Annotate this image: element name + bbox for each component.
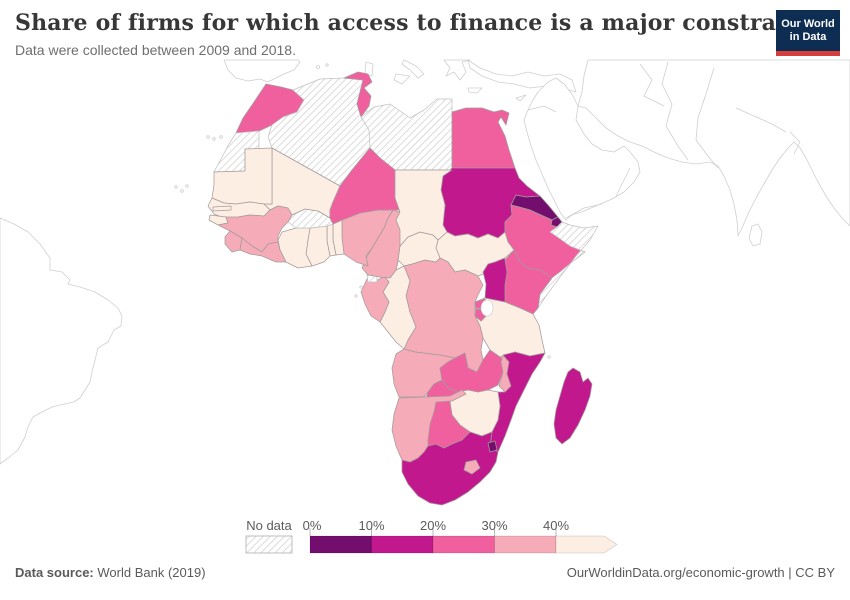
sardinia-outline (364, 61, 374, 77)
cyprus-outline (515, 94, 527, 102)
country-chad[interactable] (394, 169, 453, 247)
legend-bin-20-30[interactable] (432, 535, 495, 554)
afghanistan-border (639, 63, 665, 107)
legend-bin-0-10[interactable] (309, 535, 372, 554)
cape-verde-island-3 (185, 184, 189, 188)
canary-island-1 (206, 135, 210, 139)
comoros-island (547, 355, 551, 359)
logo-line2: in Data (789, 30, 827, 43)
arabia-outline (523, 77, 641, 221)
chart-footer: Data source: World Bank (2019) OurWorldi… (15, 565, 835, 580)
africa-countries (207, 71, 599, 506)
data-source-value: World Bank (2019) (97, 565, 206, 580)
principe-island (359, 285, 363, 289)
iran-pakistan-border (661, 61, 689, 161)
legend-bin-10-20[interactable] (371, 535, 434, 554)
balearic-island (316, 65, 320, 69)
map-legend: No data 0% 10% 20% 30% 40% (245, 518, 618, 554)
legend-no-data-swatch[interactable] (245, 535, 293, 554)
iberia-outline (223, 59, 301, 83)
logo-line1: Our World (781, 17, 835, 30)
background-landmasses (0, 59, 850, 465)
cape-verde-island-1 (174, 185, 178, 189)
pakistan-india-border (695, 67, 719, 169)
country-liberia[interactable] (239, 237, 287, 263)
legend-label-40: 40% (543, 518, 569, 533)
greece-outline (443, 59, 471, 81)
country-eswatini[interactable] (487, 440, 498, 453)
legend-bin-30-40[interactable] (494, 535, 557, 554)
credit-link[interactable]: OurWorldinData.org/economic-growth | CC … (566, 565, 835, 580)
canary-island-3 (219, 135, 223, 139)
crete-outline (467, 87, 483, 94)
sao-tome-island (354, 294, 358, 298)
sri-lanka-outline (748, 223, 763, 247)
balearic-island-2 (325, 63, 329, 67)
country-gambia[interactable] (212, 205, 232, 212)
yemen-border-line (565, 203, 603, 219)
lake-victoria (480, 299, 494, 317)
page-title: Share of firms for which access to finan… (15, 10, 812, 36)
asia-outline (577, 59, 850, 237)
country-namibia[interactable] (391, 389, 467, 463)
canary-island-2 (212, 137, 216, 141)
country-niger[interactable] (329, 147, 401, 225)
legend-label-10: 10% (358, 518, 384, 533)
legend-label-30: 30% (481, 518, 507, 533)
south-america-outline (0, 217, 123, 465)
italy-outline (401, 59, 425, 79)
data-source-label: Data source: (15, 565, 94, 580)
chart-subtitle: Data were collected between 2009 and 201… (15, 42, 296, 58)
owid-logo[interactable]: Our World in Data (776, 10, 840, 56)
legend-no-data-label: No data (246, 518, 292, 533)
country-madagascar[interactable] (553, 367, 593, 445)
nepal-border (735, 107, 787, 133)
sicily-outline (393, 73, 411, 85)
chart-header: Share of firms for which access to finan… (15, 10, 811, 58)
jordan-border-line (527, 105, 557, 113)
country-tunisia[interactable] (343, 71, 373, 118)
legend-label-0: 0% (303, 518, 322, 533)
country-lesotho[interactable] (463, 459, 481, 475)
legend-label-20: 20% (420, 518, 446, 533)
oman-border-line (615, 167, 631, 197)
legend-bin-40-plus[interactable] (555, 535, 618, 554)
cape-verde-island-2 (180, 189, 184, 193)
bangladesh-border (789, 131, 801, 155)
logo-accent-bar (776, 51, 840, 56)
data-source: Data source: World Bank (2019) (15, 565, 206, 580)
country-egypt[interactable] (451, 107, 516, 169)
